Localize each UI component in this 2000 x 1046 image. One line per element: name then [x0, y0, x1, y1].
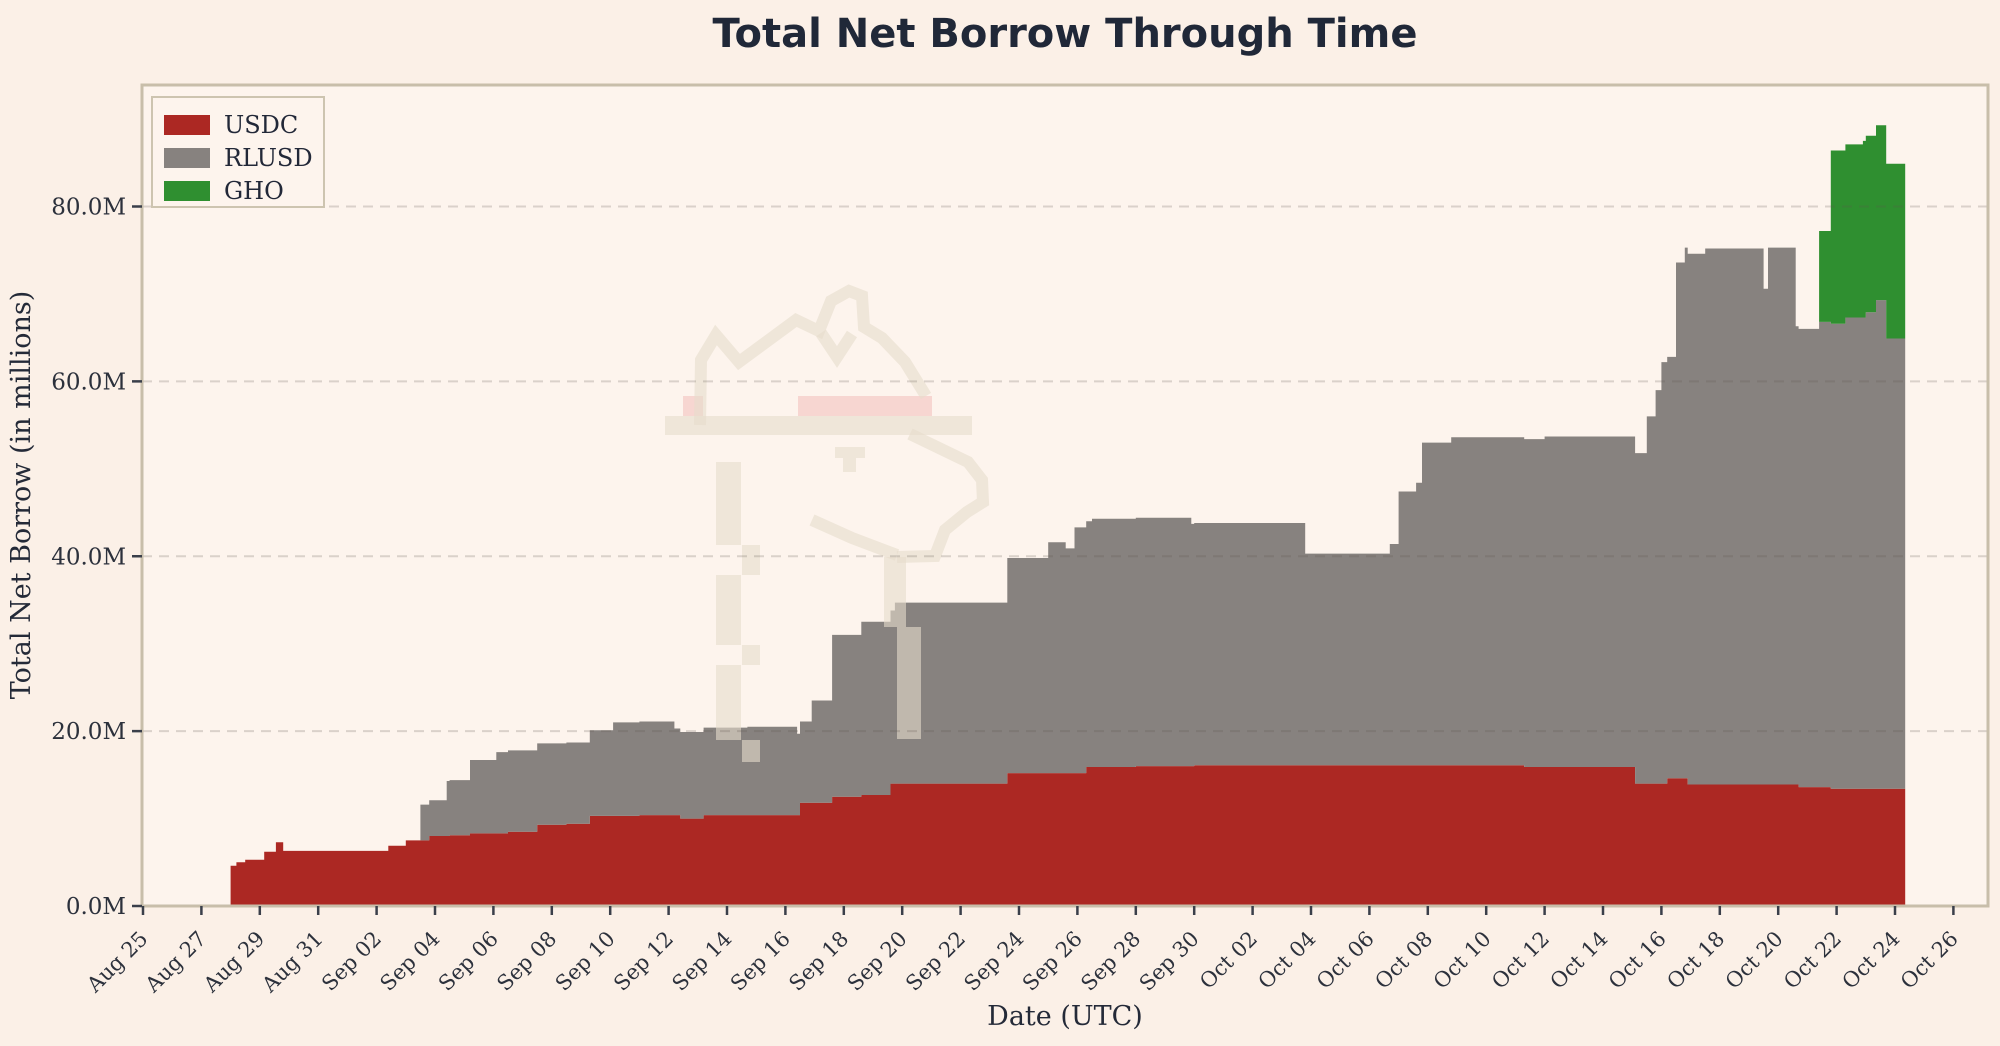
- legend-item-rlusd: RLUSD: [164, 144, 313, 172]
- watermark-neck-segment: [716, 575, 741, 645]
- watermark-inner-ear: [816, 329, 858, 368]
- y-axis-ticks: 0.0M 20.0M 40.0M 60.0M 80.0M: [51, 195, 142, 920]
- watermark-neck-segment: [716, 665, 741, 740]
- watermark-neck-segment: [742, 740, 760, 762]
- y-tick-label: 40.0M: [51, 544, 126, 570]
- y-tick-label: 0.0M: [66, 894, 126, 920]
- watermark-neck-segment: [716, 462, 741, 545]
- y-tick-label: 20.0M: [51, 719, 126, 745]
- legend-item-gho: GHO: [164, 177, 284, 205]
- watermark-hat-brim: [665, 416, 972, 435]
- legend-swatch-usdc: [164, 115, 210, 135]
- legend-label: USDC: [224, 111, 298, 139]
- area-rlusd: [420, 247, 1906, 841]
- area-gho: [1819, 125, 1906, 339]
- plot-border: [140, 83, 1990, 908]
- y-axis-label: Total Net Borrow (in millions): [6, 291, 37, 700]
- watermark-muzzle-outline: [896, 428, 990, 563]
- y-tick-label: 80.0M: [51, 195, 126, 221]
- watermark-eye-stem: [843, 458, 856, 472]
- stacked-areas: [230, 125, 1906, 906]
- gridlines: [142, 205, 1988, 733]
- watermark-mouth-line: [809, 514, 900, 561]
- watermark-neck-segment: [742, 545, 760, 575]
- llamalend-watermark-icon: [665, 284, 990, 762]
- watermark-neck-segment: [897, 627, 921, 739]
- legend-swatch-rlusd: [164, 148, 210, 168]
- y-tick-label: 60.0M: [51, 369, 126, 395]
- legend-label: RLUSD: [224, 144, 313, 172]
- area-usdc: [230, 765, 1906, 906]
- chart-title: Total Net Borrow Through Time: [713, 11, 1418, 57]
- x-axis-label: Date (UTC): [987, 1001, 1143, 1032]
- watermark-neck-segment: [884, 557, 906, 627]
- legend-swatch-gho: [164, 181, 210, 201]
- watermark-ears-outline: [694, 284, 932, 426]
- watermark-eye: [835, 447, 865, 458]
- legend: USDC RLUSD GHO: [151, 96, 325, 208]
- watermark-neck-segment: [742, 645, 760, 665]
- legend-label: GHO: [224, 177, 284, 205]
- legend-item-usdc: USDC: [164, 111, 298, 139]
- watermark-hat-band: [798, 396, 932, 416]
